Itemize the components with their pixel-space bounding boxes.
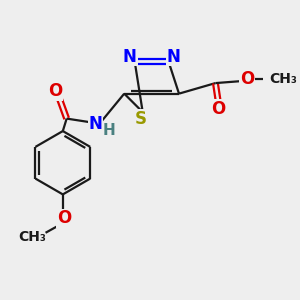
Text: CH₃: CH₃ <box>269 72 297 86</box>
Text: H: H <box>103 123 115 138</box>
Text: CH₃: CH₃ <box>18 230 46 244</box>
Text: S: S <box>135 110 147 128</box>
Text: N: N <box>88 116 102 134</box>
Text: O: O <box>57 209 71 227</box>
Text: N: N <box>167 48 180 66</box>
Text: O: O <box>240 70 254 88</box>
Text: N: N <box>123 48 137 66</box>
Text: O: O <box>211 100 226 118</box>
Text: O: O <box>48 82 62 100</box>
